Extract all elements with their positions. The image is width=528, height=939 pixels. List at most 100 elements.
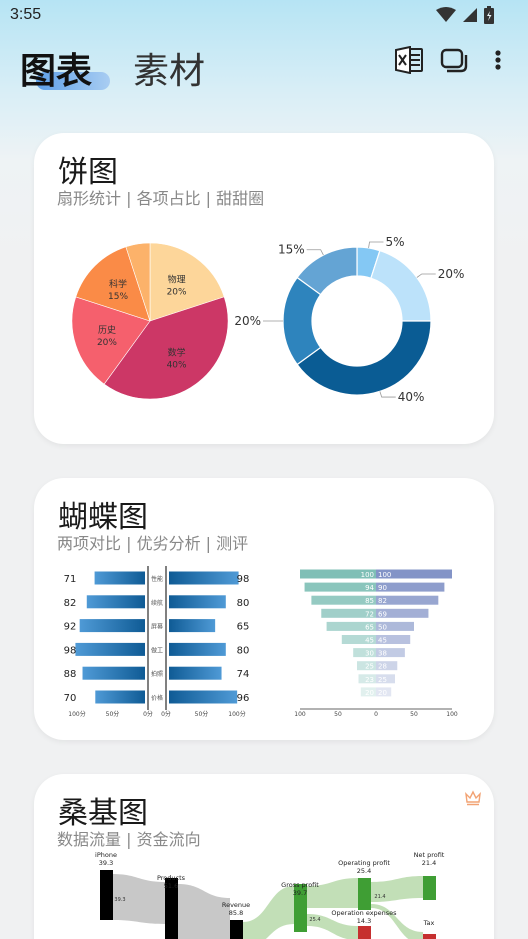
pyramid-left-bar (358, 674, 376, 684)
category-label: 做工 (151, 646, 163, 654)
tab-charts[interactable]: 图表 (20, 51, 93, 92)
pyramid-left-value: 94 (365, 584, 374, 592)
donut-pct-label: 20% (234, 314, 261, 328)
pie-slice (71, 296, 151, 385)
sankey-link (371, 904, 423, 939)
pyramid-right-value: 45 (378, 637, 387, 645)
sankey-node-name: iPhone (95, 851, 117, 859)
donut-leader-line (379, 391, 396, 398)
pyramid-right-value: 100 (378, 571, 391, 579)
butterfly-right-bar (169, 690, 238, 704)
pyramid-right-value: 82 (378, 597, 387, 605)
sankey-node (230, 920, 243, 939)
pyramid-right-bar (376, 621, 414, 631)
pyramid-left-value: 30 (365, 650, 374, 658)
butterfly-left-bar (75, 642, 145, 656)
pie-chart-card[interactable]: 饼图 扇形统计 | 各项占比 | 甜甜圈 物理 20% 数学 40% 历史 20% 科学 15… (34, 133, 494, 444)
sankey-node-value: 85.8 (229, 909, 243, 917)
butterfly-left-bar (79, 619, 145, 633)
sankey-node-value: 39.3 (99, 859, 113, 867)
left-value-label: 92 (64, 622, 77, 633)
windows-button[interactable] (438, 44, 470, 76)
category-label: 屏幕 (151, 623, 163, 631)
sankey-node-name: Products (157, 874, 186, 882)
status-icons (436, 6, 494, 24)
more-options-button[interactable] (482, 44, 514, 76)
butterfly-right-bar (169, 666, 222, 680)
pyramid-left-value: 65 (365, 623, 374, 631)
category-label: 拍照 (151, 670, 163, 678)
sankey-node (423, 876, 436, 900)
card-subtitle: 数据流量 | 资金流向 (57, 830, 201, 849)
slice-pct-label: 20% (167, 287, 187, 297)
sankey-node (423, 934, 436, 939)
pyramid-right-bar (376, 595, 439, 605)
sankey-node-value: 14.3 (357, 917, 371, 925)
crown-icon (465, 790, 481, 806)
pyramid-tick-label: 100 (446, 711, 458, 718)
pyramid-left-value: 100 (361, 571, 374, 579)
category-label: 性能 (151, 575, 163, 583)
pyramid-left-bar (326, 621, 376, 631)
right-tick-label: 100分 (228, 710, 245, 718)
slice-pct-label: 40% (167, 361, 187, 371)
pyramid-right-bar (376, 674, 395, 684)
tab-materials[interactable]: 素材 (133, 51, 206, 92)
sankey-node-value: 25.4 (357, 867, 371, 875)
butterfly-right-bar (169, 571, 239, 585)
pyramid-right-value: 90 (378, 584, 387, 592)
sankey-node-name: Operating profit (338, 859, 390, 867)
sankey-chart-card[interactable]: 桑基图 数据流量 | 资金流向 iPhone 39.3 Products 51.6 Re… (34, 774, 494, 939)
windows-icon (440, 48, 468, 73)
butterfly-right-bar (169, 619, 216, 633)
butterfly-left-bar (94, 571, 145, 585)
sankey-node-name: Operation expenses (331, 909, 397, 917)
butterfly-left-bar (82, 666, 145, 680)
pyramid-left-bar (357, 661, 376, 671)
pyramid-left-bar (321, 608, 376, 618)
pyramid-left-bar (341, 635, 376, 644)
left-value-label: 82 (64, 598, 77, 609)
left-value-label: 88 (64, 669, 77, 680)
pyramid-left-bar (311, 595, 376, 605)
category-label: 续航 (151, 599, 163, 607)
donut-leader-line (368, 241, 384, 248)
pyramid-right-bar (376, 608, 429, 618)
pyramid-left-value: 25 (365, 663, 374, 671)
sankey-node-name: Net profit (414, 851, 445, 859)
pyramid-left-value: 45 (365, 637, 374, 645)
butterfly-chart-card[interactable]: 蝴蝶图 两项对比 | 优劣分析 | 测评 71 98 性能 82 80 续航 92 65 屏幕 9… (34, 478, 494, 740)
sankey-node-name: Tax (423, 919, 435, 927)
pyramid-tick-label: 100 (294, 711, 306, 718)
pyramid-right-bar (376, 661, 398, 671)
pie-chart-preview: 物理 20% 数学 40% 历史 20% 科学 15% 5% 20% 40% 20% 15% (71, 235, 464, 404)
right-value-label: 80 (237, 598, 250, 609)
donut-slice (296, 246, 358, 296)
sankey-link (371, 876, 423, 902)
pyramid-right-value: 69 (378, 610, 387, 618)
wifi-icon (436, 7, 456, 22)
sankey-link-label: 39.3 (114, 897, 125, 903)
status-time: 3:55 (10, 6, 42, 23)
donut-pct-label: 5% (386, 235, 405, 249)
slice-label: 历史 (98, 324, 116, 336)
butterfly-left-bar (95, 690, 145, 704)
donut-pct-label: 40% (398, 390, 425, 404)
left-tick-label: 100分 (68, 710, 85, 718)
status-bar: 3:55 (0, 0, 528, 32)
sankey-link (178, 884, 230, 939)
pie-slice (103, 296, 229, 400)
sankey-link (307, 878, 358, 908)
donut-leader-line (306, 249, 324, 256)
sankey-node-name: Gross profit (281, 881, 319, 889)
left-tick-label: 50分 (106, 710, 120, 718)
more-vert-icon (495, 50, 501, 70)
slice-pct-label: 15% (108, 292, 128, 302)
butterfly-right-bar (169, 642, 226, 656)
right-value-label: 98 (237, 574, 250, 585)
excel-button[interactable] (393, 44, 425, 76)
donut-slice (370, 249, 432, 322)
app-header: 图表 素材 (0, 32, 528, 102)
pyramid-left-bar (304, 582, 376, 592)
sankey-node-value: 51.6 (164, 882, 178, 890)
